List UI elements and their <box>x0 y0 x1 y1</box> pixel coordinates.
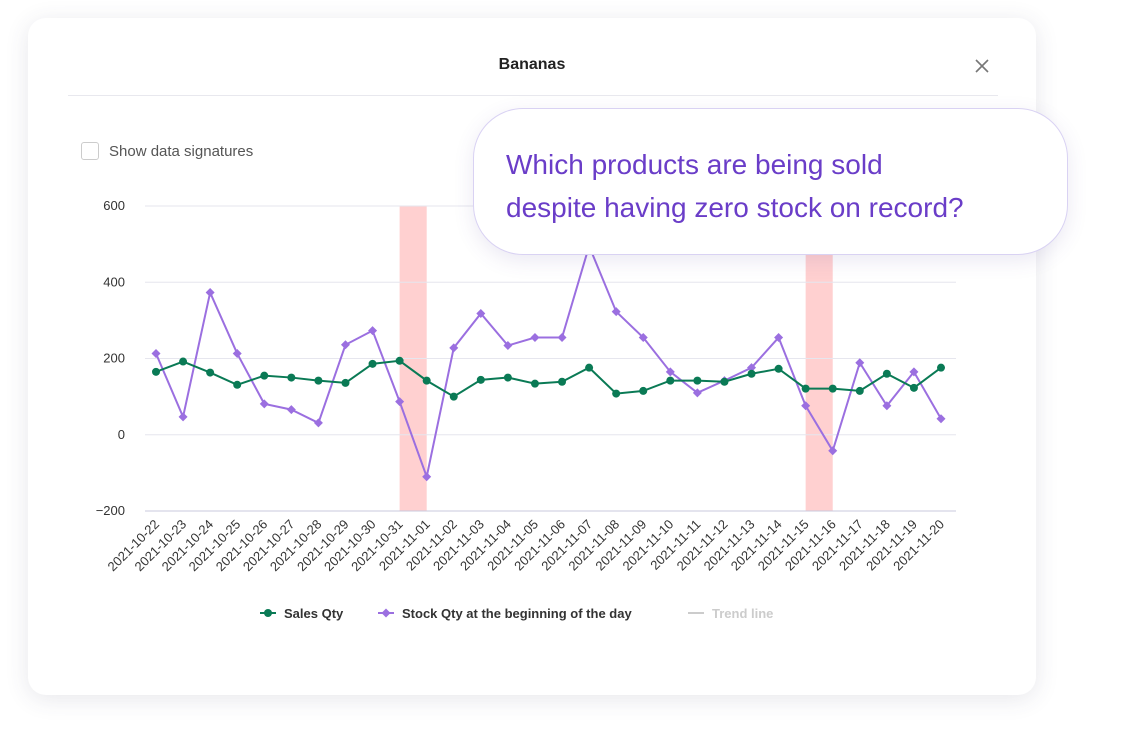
series-line <box>155 243 942 481</box>
data-point <box>233 380 242 389</box>
data-point <box>341 378 350 387</box>
data-point <box>368 359 377 368</box>
data-point <box>774 333 784 343</box>
data-point <box>503 341 513 351</box>
data-point <box>449 343 459 353</box>
data-point <box>313 418 323 428</box>
data-point <box>232 349 242 359</box>
data-point <box>882 369 891 378</box>
data-point <box>422 376 431 385</box>
data-point <box>828 384 837 393</box>
checkbox[interactable]: Show data signatures <box>81 142 253 160</box>
checkbox-box[interactable] <box>81 142 99 160</box>
data-point <box>585 363 594 372</box>
y-tick-label: 400 <box>103 274 125 289</box>
data-point <box>368 326 378 336</box>
legend-label: Sales Qty <box>284 606 344 621</box>
data-point <box>639 386 648 395</box>
data-point <box>558 377 567 386</box>
data-point <box>747 363 757 373</box>
modal-title: Bananas <box>498 56 566 73</box>
data-point <box>259 399 269 409</box>
data-point <box>152 367 160 376</box>
data-point <box>179 357 188 366</box>
data-point <box>476 375 485 384</box>
data-point <box>909 383 918 392</box>
data-point <box>855 358 865 368</box>
legend-marker <box>264 609 272 617</box>
data-point <box>476 309 486 319</box>
data-point <box>828 446 838 456</box>
data-point <box>882 401 892 411</box>
data-point <box>692 388 702 398</box>
data-point <box>151 349 161 359</box>
data-point <box>612 389 621 398</box>
data-point <box>638 333 648 343</box>
data-point <box>314 376 323 385</box>
legend-label: Stock Qty at the beginning of the day <box>402 606 632 621</box>
callout-line: Which products are being sold <box>506 149 883 180</box>
legend-label: Trend line <box>712 606 773 621</box>
data-point <box>666 376 675 385</box>
data-point <box>801 384 810 393</box>
data-point <box>260 371 269 380</box>
data-point <box>286 405 296 415</box>
data-point <box>693 376 702 385</box>
checkbox-label: Show data signatures <box>109 142 254 160</box>
data-point <box>855 386 864 395</box>
data-point <box>395 397 405 407</box>
data-point <box>747 369 756 378</box>
data-point <box>178 412 188 422</box>
data-point <box>557 333 567 343</box>
data-point <box>340 340 350 350</box>
data-point <box>909 367 919 377</box>
legend-marker <box>381 608 391 618</box>
data-point <box>287 373 296 382</box>
data-point <box>422 472 432 482</box>
data-point <box>801 401 811 411</box>
y-tick-label: −200 <box>96 503 125 518</box>
data-point <box>665 367 675 377</box>
callout: Which products are being sold despite ha… <box>473 108 1068 255</box>
data-point <box>503 373 512 382</box>
data-point <box>936 414 946 424</box>
data-point <box>774 364 783 373</box>
data-point <box>611 307 621 317</box>
data-point <box>530 333 540 343</box>
data-point <box>720 377 729 386</box>
data-point <box>937 363 945 372</box>
close-button[interactable] <box>972 56 992 76</box>
y-tick-label: 200 <box>103 351 125 366</box>
data-point <box>205 288 215 298</box>
data-point <box>449 392 458 401</box>
divider <box>68 95 998 96</box>
data-point <box>395 356 404 365</box>
series-line <box>155 359 942 398</box>
y-tick-label: 600 <box>103 198 125 213</box>
y-tick-label: 0 <box>118 427 125 442</box>
callout-line: despite having zero stock on record? <box>506 192 964 223</box>
data-point <box>206 368 215 377</box>
data-point <box>530 379 539 388</box>
